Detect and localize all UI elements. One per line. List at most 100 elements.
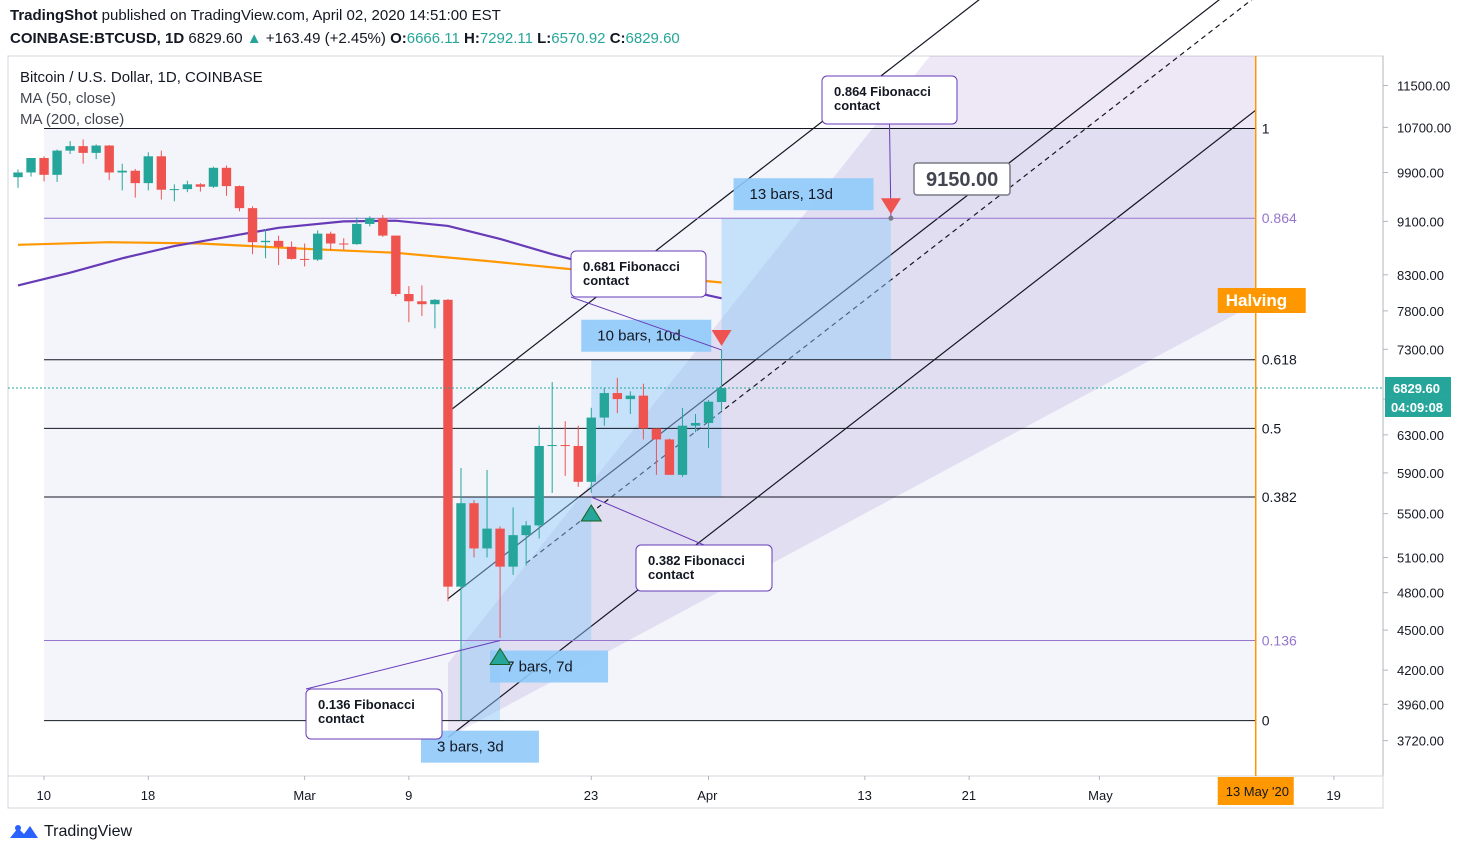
last-price: 6829.60: [188, 30, 243, 47]
publisher-name[interactable]: TradingShot: [10, 7, 98, 24]
price-tick-label: 3720.00: [1397, 734, 1444, 749]
candle-body: [716, 387, 727, 403]
last-price-tag-bg: [1385, 376, 1451, 397]
candle-body: [247, 208, 258, 243]
time-axis-area: [7, 775, 1384, 809]
candle-body: [625, 395, 636, 400]
candle-body: [573, 445, 583, 482]
price-tick-label: 5500.00: [1397, 507, 1444, 522]
time-tick-label: 9: [405, 788, 412, 803]
candle-body: [664, 439, 675, 475]
candle-body: [365, 218, 375, 224]
countdown-tag-bg: [1385, 396, 1451, 417]
candle-body: [508, 535, 518, 567]
fib-callout-text: 0.681 Fibonacci: [583, 259, 680, 274]
candle-body: [260, 240, 271, 243]
candle-body: [169, 189, 180, 191]
fib-callout-box: [305, 688, 443, 740]
candle-body: [690, 422, 701, 426]
candle-body: [469, 503, 479, 549]
fib-level-label: 0: [1262, 713, 1270, 729]
candle-body: [651, 428, 662, 440]
fib-callout-text: contact: [834, 98, 881, 113]
price-tick-label: 7800.00: [1397, 304, 1444, 319]
price-tick-label: 5100.00: [1397, 550, 1444, 565]
candle-body: [221, 167, 232, 187]
price-tick-label: 4800.00: [1397, 586, 1444, 601]
candle-body: [521, 525, 531, 536]
fib-level-label: 0.5: [1262, 420, 1282, 436]
bar-range-label: 3 bars, 3d: [437, 739, 504, 756]
price-tick-label: 11500.00: [1397, 79, 1450, 94]
up-arrow-icon: ▲: [246, 30, 262, 47]
close-value: 6829.60: [625, 30, 680, 47]
tradingview-logo-icon: [10, 825, 38, 838]
price-tick-label: 4500.00: [1397, 623, 1444, 638]
price-tick-label: 9100.00: [1397, 214, 1444, 229]
candle-body: [495, 528, 505, 567]
last-price-tag-label: 6829.60: [1393, 381, 1440, 396]
price-tick-label: 3960.00: [1397, 697, 1444, 712]
candle-body: [534, 445, 544, 526]
high-label: H:: [464, 30, 480, 47]
candle-body: [638, 395, 649, 429]
halving-tag-bg: [1217, 288, 1306, 313]
candle-body: [195, 184, 206, 187]
candle-body: [404, 293, 414, 302]
legend-ma200: MA (200, close): [20, 111, 124, 128]
fib-callout-box: [570, 250, 707, 298]
chart-header: TradingShot published on TradingView.com…: [10, 6, 1460, 50]
candle-body: [117, 170, 127, 173]
time-tick-label: 10: [37, 788, 51, 803]
publish-line: TradingShot published on TradingView.com…: [10, 6, 1460, 26]
channel-line: [525, 0, 1253, 564]
footer-brand: TradingView: [8, 820, 132, 844]
low-label: L:: [537, 30, 552, 47]
time-tick-label: May: [1088, 788, 1113, 803]
price-tick-label: 9900.00: [1397, 165, 1444, 180]
fib-callout-text: 0.382 Fibonacci: [648, 553, 745, 568]
fib-callout-text: contact: [648, 567, 695, 582]
fib-level-label: 1: [1262, 120, 1270, 136]
time-tick-label: 13: [857, 788, 871, 803]
candle-body: [286, 246, 297, 259]
bar-range-label: 13 bars, 13d: [750, 186, 833, 203]
candle-body: [91, 145, 101, 153]
fib-level-label: 0.136: [1262, 633, 1297, 649]
bar-range-label-bg: [581, 319, 712, 352]
candle-body: [65, 146, 75, 151]
arrow-down-icon: [711, 329, 732, 346]
fib-zone-shade: [44, 128, 1256, 721]
time-tick-label: 18: [141, 788, 155, 803]
high-value: 7292.11: [479, 30, 533, 47]
fib-level-label: 0.382: [1262, 489, 1297, 505]
candle-body: [417, 301, 427, 305]
candle-body: [299, 258, 310, 260]
brand-name[interactable]: TradingView: [44, 823, 133, 840]
candle-body: [78, 146, 88, 153]
candle-body: [326, 233, 336, 244]
fib-callout-text: contact: [583, 273, 630, 288]
candle-body: [352, 223, 362, 245]
arrow-down-icon: [880, 198, 901, 215]
price-tag-label: 9150.00: [926, 169, 998, 191]
time-tick-label: 23: [584, 788, 598, 803]
time-tick-label: Mar: [293, 788, 316, 803]
bar-range-label: 10 bars, 10d: [597, 328, 680, 345]
legend-title: Bitcoin / U.S. Dollar, 1D, COINBASE: [20, 69, 263, 86]
candle-body: [26, 158, 36, 173]
price-tick-label: 8300.00: [1397, 268, 1444, 283]
bar-range-label: 7 bars, 7d: [506, 659, 573, 676]
channel-line: [447, 109, 1257, 738]
bar-range-box: [721, 218, 891, 360]
candle-body: [39, 158, 49, 175]
candle-body: [586, 417, 596, 482]
candle-body: [182, 184, 193, 190]
fib-level-label: 0.618: [1262, 352, 1297, 368]
symbol-line: COINBASE:BTCUSD, 1D 6829.60 ▲ +163.49 (+…: [10, 28, 1460, 50]
candle-body: [599, 393, 609, 418]
candle-body: [378, 218, 388, 236]
symbol-name[interactable]: COINBASE:BTCUSD, 1D: [10, 30, 185, 47]
fib-callout-text: 0.864 Fibonacci: [834, 84, 931, 99]
